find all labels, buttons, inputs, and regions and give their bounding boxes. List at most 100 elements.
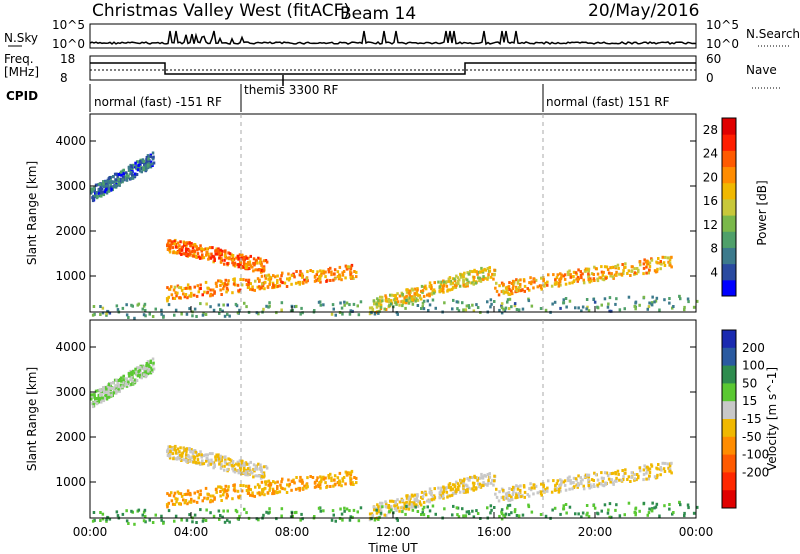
power-cell-3 [587,272,590,276]
power-cell-2 [449,279,452,283]
power-cell-4 [134,161,137,165]
power-cell-3 [633,267,636,271]
velocity-cell-5 [356,510,359,514]
velocity-cell-0 [207,463,210,467]
velocity-cell-0 [249,460,252,464]
velocity-cell-5 [672,511,675,514]
velocity-cell-4 [123,384,126,388]
power-cell-1 [346,265,349,269]
power-cell-5 [539,307,543,310]
power-cell-3 [596,277,599,281]
velocity-cell-1 [268,488,271,492]
velocity-cell-5 [293,511,297,515]
power-cell-1 [247,286,251,289]
power-cell-1 [239,288,242,292]
power-cell-1 [206,291,209,295]
power-cell-5 [234,302,238,306]
velocity-cell-4 [98,388,101,392]
power-cell-0 [259,268,262,272]
velocity-cell-1 [236,489,240,493]
power-cell-3 [601,277,605,281]
power-cell-1 [298,282,301,286]
velocity-cell-1 [204,486,208,490]
power-cell-0 [258,260,262,264]
velocity-cell-1 [201,499,204,503]
power-cell-3 [646,262,649,266]
power-cell-2 [398,303,401,307]
velocity-colorbar-swatch [722,490,736,509]
power-colorbar-swatch [722,166,736,184]
velocity-cell-0 [219,466,223,470]
power-cell-3 [648,268,651,272]
power-cell-1 [342,270,346,273]
power-cell-0 [167,239,170,243]
power-cell-0 [220,253,223,257]
velocity-cell-5 [633,510,636,514]
velocity-cell-0 [220,459,223,463]
velocity-cell-5 [144,514,147,518]
power-cell-3 [532,286,535,290]
velocity-cell-3 [639,469,642,473]
power-cell-1 [253,288,256,292]
velocity-cell-2 [384,514,388,517]
power-cell-2 [487,273,490,277]
power-cell-0 [189,244,192,248]
velocity-cell-3 [508,487,511,491]
velocity-cell-3 [659,473,662,477]
power-cell-5 [404,306,407,310]
velocity-cell-3 [635,473,639,476]
power-cell-1 [237,289,240,293]
power-cell-0 [200,255,204,259]
power-cell-1 [183,287,186,290]
velocity-cell-4 [151,357,155,361]
power-cell-1 [330,270,333,274]
power-cell-3 [586,267,589,271]
velocity-cell-3 [511,498,514,502]
power-cell-1 [199,287,202,290]
power-cell-2 [395,297,399,301]
velocity-cell-1 [313,485,317,489]
velocity-cell-0 [175,457,179,461]
velocity-cell-1 [168,493,171,497]
power-cell-3 [607,271,611,275]
power-cell-0 [202,248,206,252]
power-cell-3 [511,287,515,290]
power-cell-0 [223,254,227,258]
velocity-cell-5 [185,518,189,522]
power-cell-3 [569,275,572,279]
power-cell-2 [390,299,393,303]
velocity-cell-3 [526,493,529,497]
velocity-cell-3 [626,478,629,481]
power-cell-5 [422,299,426,303]
power-cell-0 [240,256,244,260]
power-cell-3 [642,262,646,266]
power-cell-2 [412,295,416,299]
velocity-cell-5 [191,520,194,524]
velocity-cell-5 [275,517,278,521]
power-cell-1 [318,275,321,279]
power-cell-1 [224,278,227,282]
power-cell-3 [637,270,640,274]
power-cell-0 [208,246,212,250]
power-cell-3 [600,265,603,269]
velocity-cell-5 [217,509,221,513]
velocity-cell-2 [464,490,467,494]
power-cell-4 [117,177,120,181]
power-cell-5 [151,315,155,318]
power-cell-3 [594,267,598,271]
velocity-cell-1 [341,479,345,483]
power-cell-5 [581,305,585,309]
power-cell-1 [317,279,321,282]
power-cell-2 [378,299,381,302]
velocity-cell-3 [598,482,601,486]
velocity-cell-4 [147,368,151,371]
velocity-cell-2 [454,492,458,495]
velocity-cell-1 [298,486,302,490]
velocity-cell-1 [225,492,229,496]
velocity-cell-0 [213,465,216,468]
power-cell-2 [464,284,467,288]
velocity-cell-1 [287,478,290,482]
power-cell-1 [281,271,284,275]
velocity-cell-3 [530,486,534,490]
